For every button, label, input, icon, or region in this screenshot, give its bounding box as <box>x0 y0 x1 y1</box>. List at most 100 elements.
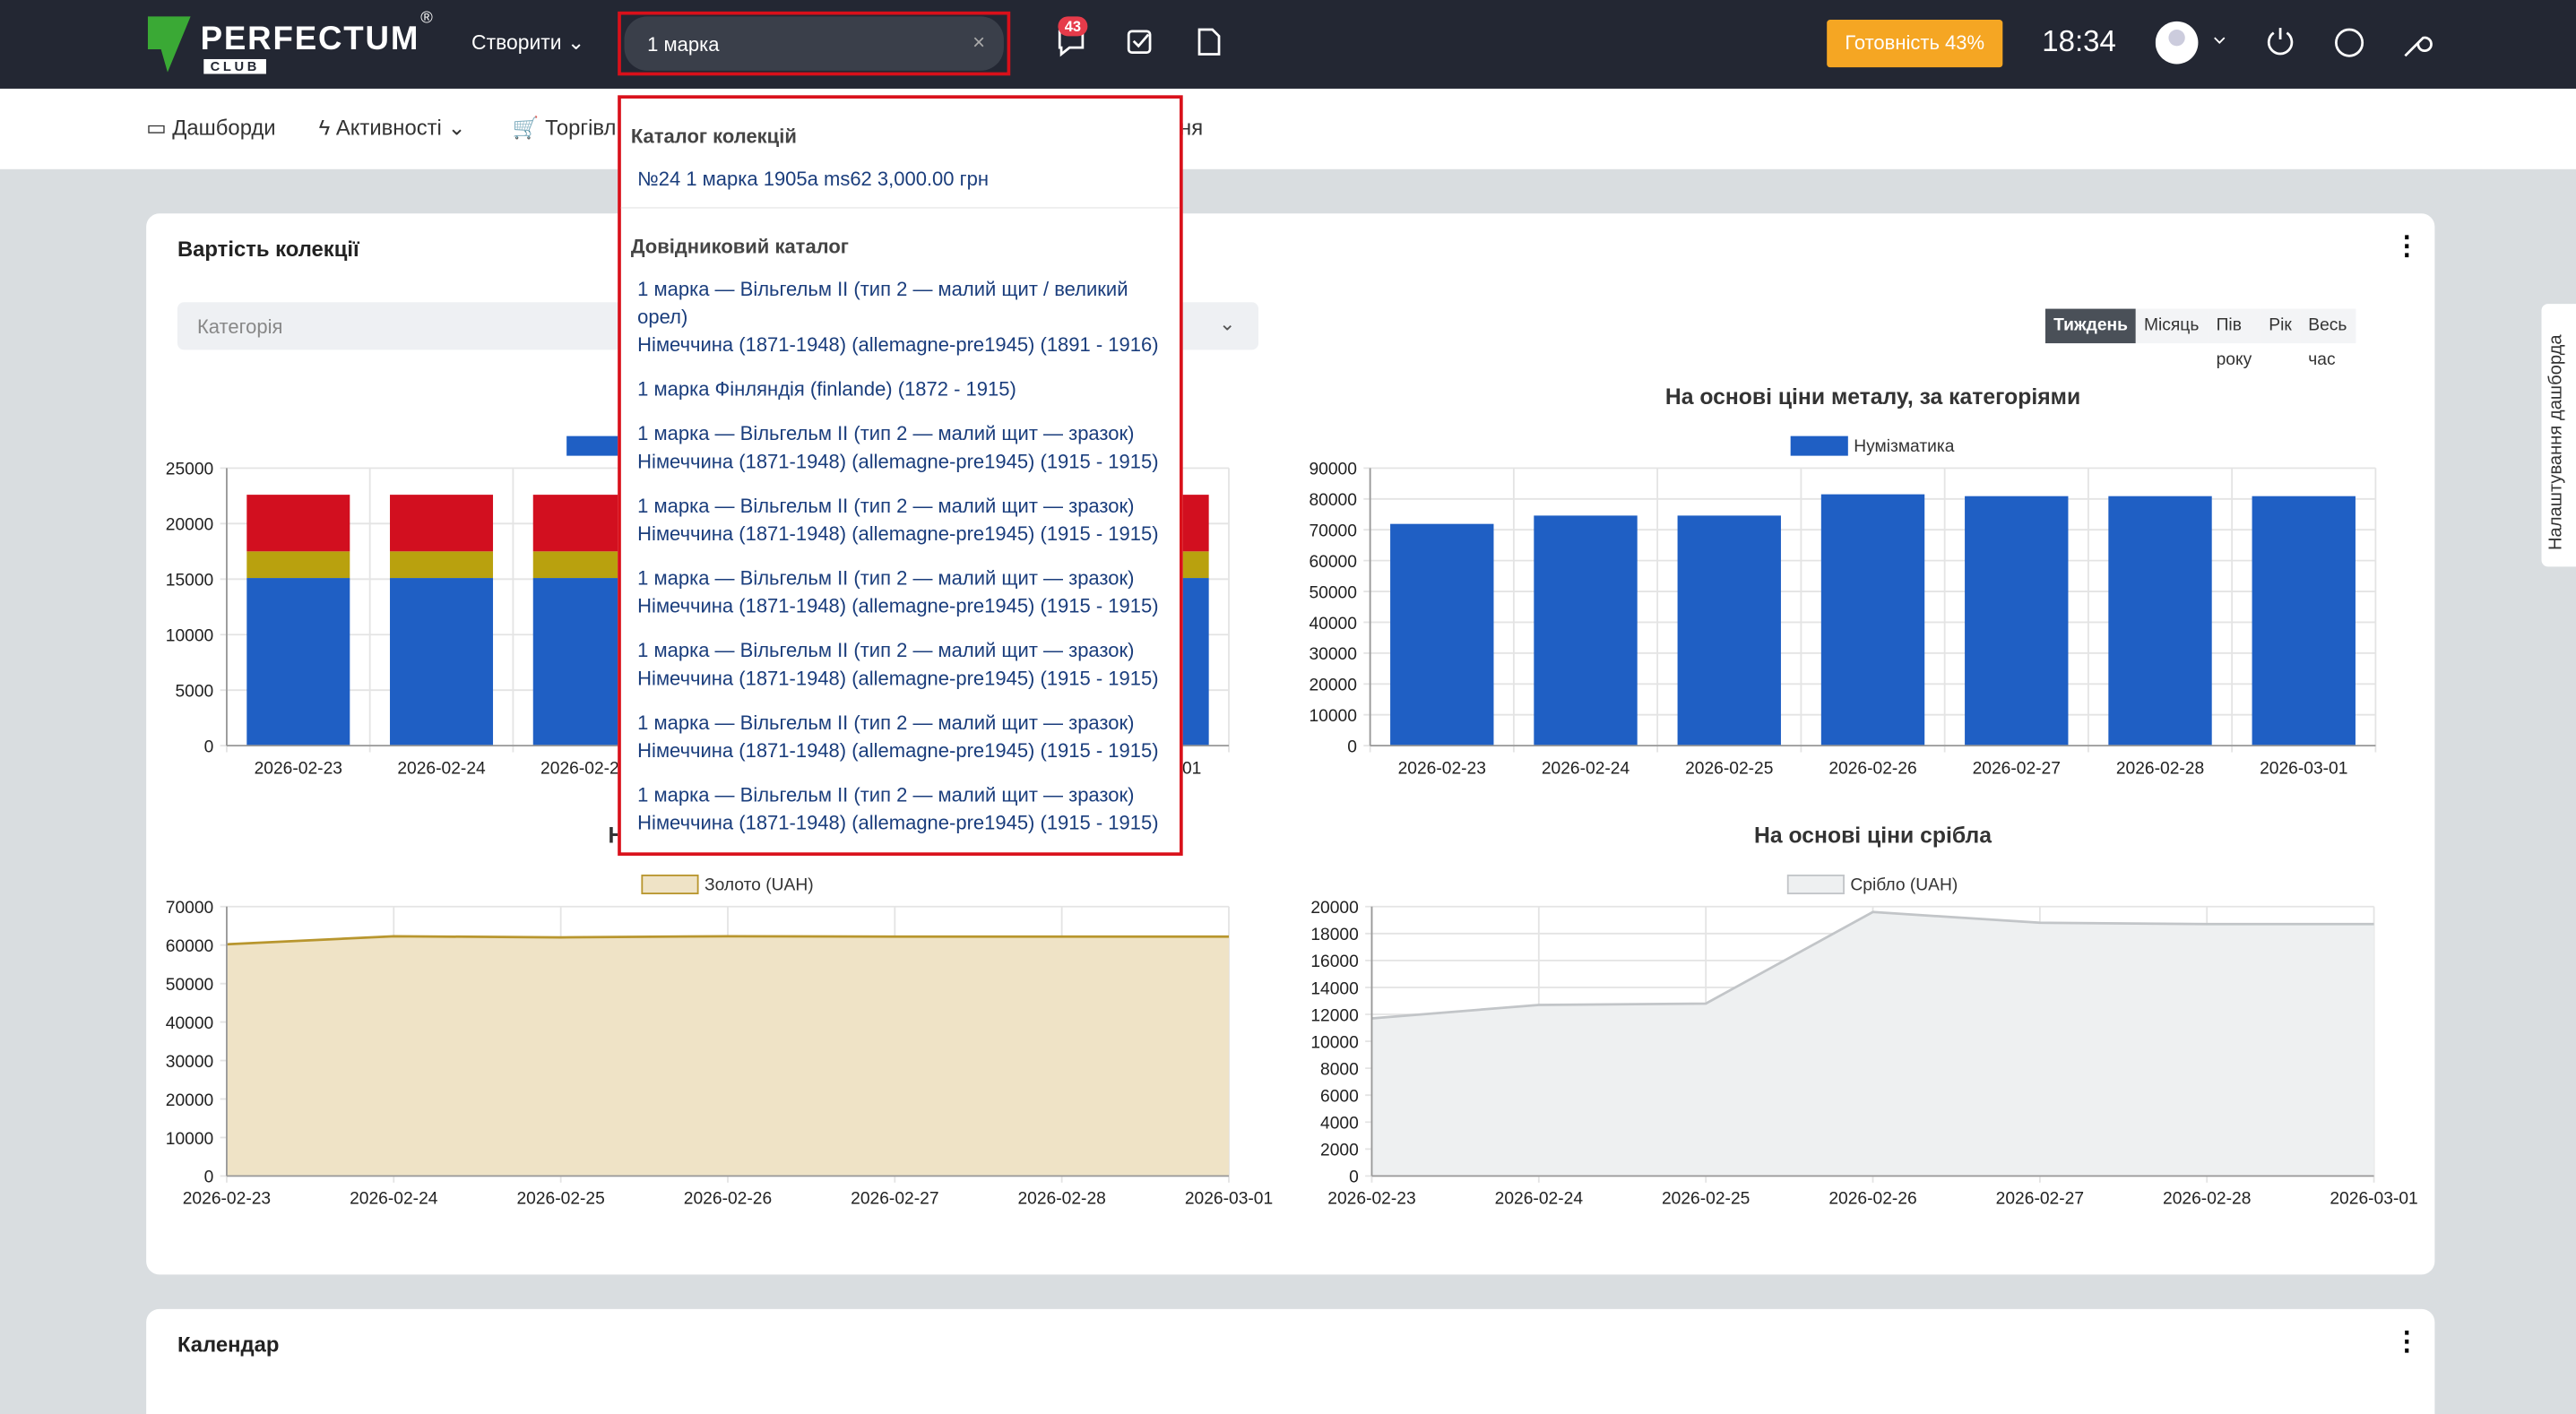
nav-item[interactable]: ня <box>1180 115 1203 139</box>
result-item[interactable]: 1 марка — Вільгельм II (тип 2 — малий щи… <box>621 773 1180 846</box>
bar-segment <box>246 551 350 579</box>
x-tick-label: 2026-02-25 <box>1685 759 1773 778</box>
y-tick-label: 10000 <box>166 627 213 646</box>
x-tick-label: 2026-02-23 <box>183 1190 271 1209</box>
x-tick-label: 2026-02-26 <box>684 1190 772 1209</box>
nav-label: ня <box>1180 115 1204 140</box>
bar <box>1965 496 2069 746</box>
result-item[interactable]: 1 марка Фінляндія (finlande) (1872 - 191… <box>621 368 1180 412</box>
logout-icon[interactable] <box>2267 28 2294 56</box>
result-item[interactable]: 1 марка — Вільгельм II (тип 2 — малий щи… <box>621 268 1180 368</box>
create-menu[interactable]: Створити ⌄ <box>471 30 585 55</box>
result-text: 1 марка — Вільгельм II (тип 2 — малий щи… <box>637 566 1135 591</box>
x-tick-label: 2026-03-01 <box>2330 1190 2417 1209</box>
x-tick-label: 2026-02-28 <box>2116 759 2204 778</box>
search-dropdown: Каталог колекцій №24 1 марка 1905a ms62 … <box>618 95 1183 856</box>
x-tick-label: 2026-02-26 <box>1828 759 1916 778</box>
create-label: Створити <box>471 30 562 55</box>
select-placeholder: Категорія <box>196 315 283 339</box>
y-tick-label: 70000 <box>1309 522 1357 541</box>
side-tab[interactable]: Налаштування дашборда <box>2541 304 2576 567</box>
settings-icon[interactable] <box>2404 36 2433 57</box>
bar <box>2252 496 2356 746</box>
result-item[interactable]: 1 марка — Вільгельм II (тип 2 — малий щи… <box>621 412 1180 485</box>
period-button[interactable]: Місяць <box>2135 308 2208 344</box>
x-tick-label: 2026-02-27 <box>1973 759 2061 778</box>
result-item[interactable]: №24 1 марка 1905a ms62 3,000.00 грн <box>620 158 1180 209</box>
result-item[interactable]: 1 марка — Вільгельм II (тип 2 — малий щи… <box>621 556 1180 629</box>
x-tick-label: 2026-02-24 <box>350 1190 438 1209</box>
x-tick-label: 2026-02-27 <box>1996 1190 2084 1209</box>
tasks-icon[interactable] <box>1127 30 1152 55</box>
nav-item[interactable]: 🛒 Торгівл <box>512 115 617 140</box>
legend: Нумізматика <box>1790 435 1955 456</box>
y-tick-label: 10000 <box>166 1130 213 1149</box>
result-item[interactable]: 1 марка — Вільгельм II (тип 2 — малий щи… <box>621 485 1180 557</box>
y-tick-label: 50000 <box>166 976 213 995</box>
card-menu[interactable]: ⋮ <box>2393 1328 2420 1357</box>
docs-icon[interactable] <box>1197 28 1221 56</box>
y-tick-label: 40000 <box>166 1014 213 1033</box>
y-tick-label: 5000 <box>175 683 213 702</box>
chart: На основі ціни металу, за категоріями 0 10… <box>1309 385 2377 778</box>
result-text: 1 марка — Вільгельм II (тип 2 — малий щи… <box>637 639 1135 662</box>
section-title: Каталог колекцій <box>630 125 797 148</box>
result-item[interactable]: 1 марка — Вільгельм II (тип 2 — малий щи… <box>621 629 1180 702</box>
logo-mark: ® <box>420 9 433 29</box>
badge: 43 <box>1058 16 1088 37</box>
result-text: 1 марка — Вільгельм II (тип 2 — малий щи… <box>637 494 1135 518</box>
legend-label: Нумізматика <box>1854 437 1954 456</box>
area <box>226 935 1230 1177</box>
result-text: Німеччина (1871-1948) (allemagne-pre1945… <box>637 450 1159 473</box>
y-tick-label: 10000 <box>1309 707 1357 726</box>
y-tick-label: 30000 <box>1309 645 1357 664</box>
clear-search[interactable]: × <box>972 29 986 55</box>
y-tick-label: 10000 <box>1310 1033 1359 1052</box>
side-tab-label: Налаштування дашборда <box>2546 334 2567 551</box>
y-tick-label: 0 <box>204 737 214 756</box>
nav-item[interactable]: ϟ Активності ⌄ <box>318 115 466 140</box>
chart: На основі ціни срібла 0 2000 4000 6000 8000 10… <box>1310 823 2417 1208</box>
y-tick-label: 16000 <box>1310 953 1359 971</box>
period-button[interactable]: Весь час <box>2300 308 2356 369</box>
logo-icon <box>147 16 191 73</box>
header-icons <box>1058 28 1221 57</box>
y-tick-label: 20000 <box>1310 899 1359 918</box>
help-icon[interactable] <box>2335 28 2364 57</box>
x-tick-label: 2026-02-23 <box>1398 759 1486 778</box>
result-text: №24 1 марка 1905a ms62 3,000.00 грн <box>637 167 990 191</box>
period-button[interactable]: Рік <box>2260 308 2300 344</box>
bar <box>1677 515 1781 746</box>
x-tick-label: 2026-02-26 <box>1828 1190 1916 1209</box>
nav-item[interactable]: ▭ Дашборди <box>146 115 276 140</box>
bar <box>1820 494 1925 746</box>
nav-bar <box>0 88 2576 169</box>
y-tick-label: 20000 <box>166 516 213 535</box>
result-text: Німеччина (1871-1948) (allemagne-pre1945… <box>637 333 1159 357</box>
bar-segment <box>390 495 494 552</box>
y-tick-label: 0 <box>1349 1168 1359 1187</box>
nav-label: Активності <box>335 115 442 140</box>
period-button[interactable]: Пів року <box>2208 308 2260 369</box>
user-icons <box>2155 21 2433 65</box>
y-tick-label: 15000 <box>166 572 213 591</box>
card-menu[interactable]: ⋮ <box>2393 233 2420 262</box>
section-title: Довідниковий каталог <box>630 235 849 258</box>
result-item[interactable]: 1 марка — Вільгельм II (тип 2 — малий щи… <box>621 702 1180 774</box>
calendar-title: Календар <box>177 1332 280 1357</box>
legend-swatch <box>641 875 699 895</box>
y-tick-label: 2000 <box>1320 1142 1359 1160</box>
x-tick-label: 2026-02-25 <box>540 759 628 778</box>
top-bar: PERFECTUM ® CLUB Створити ⌄ 1 марка × 43… <box>0 0 2576 89</box>
logo-sub: CLUB <box>203 58 267 74</box>
readiness-button[interactable]: Готовність 43% <box>1827 19 2003 68</box>
result-text: 1 марка — Вільгельм II (тип 2 — малий щи… <box>637 783 1135 806</box>
period-button[interactable]: Тиждень <box>2044 308 2137 344</box>
search-input[interactable]: 1 марка × <box>624 16 1004 71</box>
y-tick-label: 20000 <box>166 1091 213 1110</box>
y-tick-label: 25000 <box>166 461 213 479</box>
legend-label: Срібло (UAH) <box>1850 875 1958 894</box>
y-tick-label: 60000 <box>166 937 213 956</box>
